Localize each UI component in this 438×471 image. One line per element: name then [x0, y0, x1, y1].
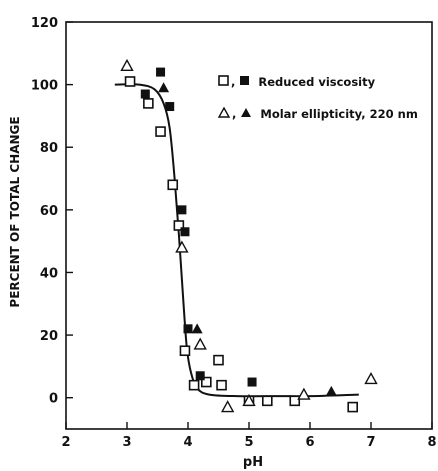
y-axis-ticks: 0 20 40 60 80 100 120 — [31, 16, 73, 407]
y-tick-label: 120 — [31, 16, 58, 31]
y-tick-label: 0 — [49, 392, 58, 407]
x-tick-label: 5 — [244, 435, 253, 450]
data-point-open-square — [216, 379, 227, 391]
x-tick-label: 2 — [61, 435, 70, 450]
data-point-open-triangle — [364, 371, 378, 385]
data-point-open-triangle — [297, 387, 311, 400]
fit-curve — [114, 83, 359, 398]
legend-label-ellipticity: Molar ellipticity, 220 nm — [260, 106, 418, 121]
data-point-filled-square — [140, 89, 150, 99]
open-square-icon — [218, 74, 229, 89]
data-point-open-square — [179, 345, 191, 357]
legend-row-viscosity: , Reduced viscosity — [218, 74, 375, 89]
legend-separator: , — [231, 74, 236, 89]
data-points — [120, 58, 378, 413]
data-point-open-square — [124, 76, 136, 87]
legend-row-ellipticity: , Molar ellipticity, 220 nm — [217, 106, 418, 121]
data-point-open-square — [167, 179, 179, 191]
data-point-open-triangle — [175, 240, 189, 253]
data-point-filled-square — [165, 102, 175, 112]
data-point-open-square — [289, 395, 301, 407]
y-tick-label: 80 — [40, 141, 58, 156]
x-tick-label: 3 — [122, 435, 131, 450]
x-tick-label: 8 — [427, 435, 436, 450]
data-point-open-square — [347, 401, 359, 413]
x-axis-label: pH — [243, 455, 263, 470]
data-point-open-square — [201, 376, 212, 388]
data-point-open-square — [188, 379, 200, 391]
y-tick-label: 40 — [40, 266, 58, 281]
data-point-open-square — [143, 98, 154, 109]
data-point-open-triangle — [242, 393, 256, 407]
data-point-open-square — [261, 395, 273, 407]
data-point-open-triangle — [193, 337, 207, 350]
x-tick-label: 7 — [366, 435, 375, 450]
data-point-filled-square — [177, 205, 187, 215]
y-tick-label: 60 — [40, 204, 58, 219]
y-tick-label: 100 — [31, 79, 58, 94]
data-point-open-square — [213, 354, 224, 366]
data-point-filled-triangle — [325, 385, 337, 396]
data-point-open-triangle — [220, 400, 235, 413]
data-point-open-square — [155, 126, 166, 137]
data-point-filled-square — [156, 67, 166, 77]
filled-square-icon — [239, 75, 250, 89]
legend-separator: , — [232, 106, 237, 121]
legend-label-viscosity: Reduced viscosity — [258, 74, 376, 89]
data-point-filled-square — [180, 227, 190, 237]
x-tick-label: 4 — [183, 435, 192, 450]
filled-triangle-icon — [240, 107, 252, 121]
data-point-filled-square — [195, 371, 205, 381]
x-tick-label: 6 — [305, 435, 314, 450]
data-point-filled-square — [183, 324, 193, 334]
y-axis-label: PERCENT OF TOTAL CHANGE — [8, 116, 22, 307]
data-point-filled-triangle — [191, 323, 203, 334]
data-point-filled-triangle — [158, 82, 170, 93]
data-point-open-square — [173, 220, 185, 231]
data-point-open-triangle — [120, 58, 134, 72]
data-point-filled-square — [247, 377, 257, 387]
open-triangle-icon — [217, 106, 231, 121]
y-tick-label: 20 — [40, 329, 58, 344]
x-axis-ticks: 2 3 4 5 6 7 8 — [61, 422, 437, 450]
